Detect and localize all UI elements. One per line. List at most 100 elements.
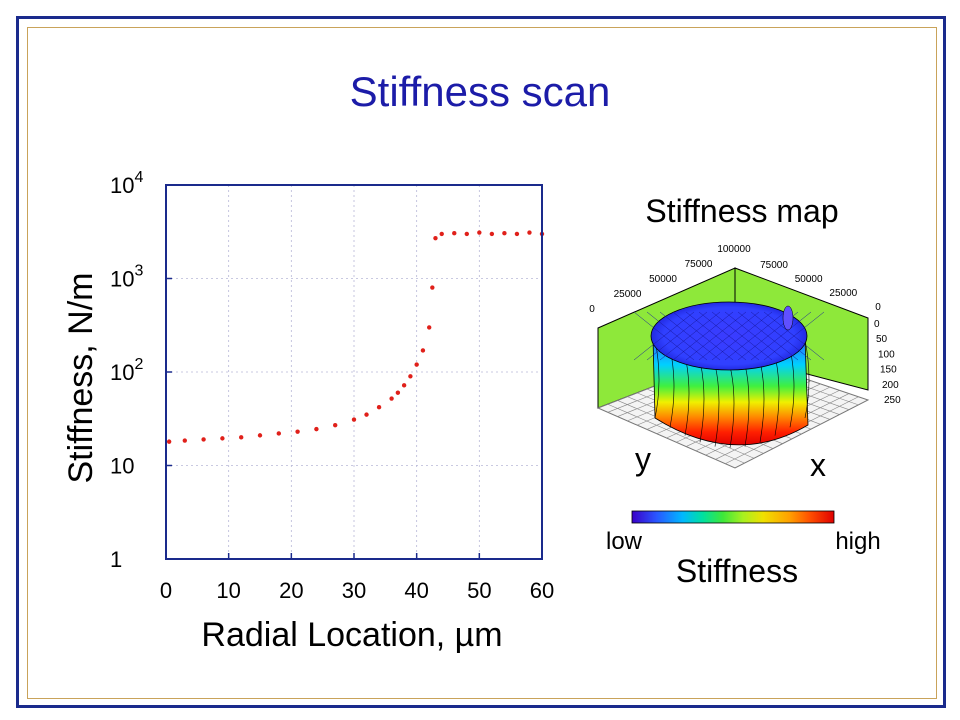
data-point xyxy=(257,433,263,438)
wall-line xyxy=(714,364,720,447)
map-top-tick-left: 25000 xyxy=(614,289,642,300)
map-top-tick-left: 50000 xyxy=(649,274,677,285)
colorbar xyxy=(631,510,835,524)
data-point xyxy=(477,230,482,235)
x-tick-label: 30 xyxy=(342,578,366,603)
data-point xyxy=(427,325,432,330)
map-top-tick-left: 75000 xyxy=(685,259,713,270)
y-tick-exponent: 2 xyxy=(134,356,143,373)
x-axis-title: Radial Location, µm xyxy=(201,616,502,654)
y-tick-base: 10 xyxy=(110,173,134,198)
map-right-tick: 250 xyxy=(884,395,901,406)
map-top-tick-right: 75000 xyxy=(760,260,788,271)
map-right-tick: 100 xyxy=(878,349,895,360)
y-tick-label: 102 xyxy=(110,356,143,385)
map-right-tick: 150 xyxy=(880,365,897,376)
data-point xyxy=(401,383,407,388)
top-mesh-line xyxy=(659,311,721,361)
y-tick-label: 1 xyxy=(110,547,122,572)
axis-tick-marks xyxy=(165,184,543,560)
y-tick-base: 10 xyxy=(110,360,134,385)
data-point xyxy=(351,417,357,422)
y-tick-base: 10 xyxy=(110,454,134,479)
data-point xyxy=(395,390,401,395)
y-tick-base: 10 xyxy=(110,267,134,292)
data-point xyxy=(527,230,532,235)
x-tick-label: 40 xyxy=(404,578,428,603)
x-tick-labels: 0 10 20 30 40 50 60 xyxy=(160,578,554,603)
data-point xyxy=(220,436,225,441)
slide-title: Stiffness scan xyxy=(349,68,611,115)
wall-line xyxy=(804,339,810,419)
wall-line xyxy=(744,364,750,447)
map-x-axis-label: x xyxy=(810,447,826,483)
data-point xyxy=(433,235,438,241)
data-point xyxy=(414,362,419,367)
top-mesh-line xyxy=(685,311,747,361)
data-point xyxy=(182,438,187,443)
data-point xyxy=(364,412,369,417)
x-tick-label: 0 xyxy=(160,578,172,603)
colorbar-title: Stiffness xyxy=(676,553,798,589)
peak-spike xyxy=(782,305,794,331)
y-axis-title: Stiffness, N/m xyxy=(62,273,100,484)
x-tick-label: 10 xyxy=(216,578,240,603)
top-mesh-line xyxy=(711,311,773,361)
y-tick-base: 1 xyxy=(110,547,122,572)
data-point xyxy=(408,374,413,379)
data-point xyxy=(439,231,444,237)
map-right-tick: 200 xyxy=(882,380,899,391)
map-right-tick: 50 xyxy=(876,334,888,345)
data-point xyxy=(201,437,206,442)
map-top-tick-right: 50000 xyxy=(795,274,823,285)
top-mesh-line xyxy=(724,311,786,361)
wall-line xyxy=(759,360,765,443)
map-y-axis-label: y xyxy=(635,441,651,477)
data-point xyxy=(502,231,507,236)
data-point xyxy=(430,285,435,290)
y-tick-label: 10 xyxy=(110,454,134,479)
colorbar-high-label: high xyxy=(835,528,880,555)
data-points xyxy=(166,230,545,444)
data-point xyxy=(314,426,319,432)
map-top-tick-left: 100000 xyxy=(717,244,751,255)
wall-line xyxy=(729,365,735,449)
top-mesh-line xyxy=(633,311,695,361)
map-top-ticks-left: 0 25000 50000 75000 100000 xyxy=(589,244,751,315)
top-mesh-lines xyxy=(633,311,825,361)
top-mesh-line xyxy=(698,311,760,361)
data-point xyxy=(276,431,281,436)
data-point xyxy=(239,435,244,440)
colorbar-low-label: low xyxy=(606,528,643,555)
x-tick-label: 60 xyxy=(530,578,554,603)
top-mesh-line xyxy=(646,311,708,361)
x-tick-label: 20 xyxy=(279,578,303,603)
data-point xyxy=(333,422,338,428)
data-point xyxy=(514,231,520,237)
map-right-tick: 0 xyxy=(874,319,880,330)
top-mesh-line xyxy=(672,311,734,361)
data-point xyxy=(489,231,495,237)
y-tick-label: 103 xyxy=(110,263,143,292)
y-tick-exponent: 3 xyxy=(134,263,143,280)
map-title: Stiffness map xyxy=(645,193,838,229)
map-top-tick-right: 0 xyxy=(875,302,881,313)
map-top-tick-right: 25000 xyxy=(829,288,857,299)
slide-inner-border xyxy=(27,27,937,699)
data-point xyxy=(464,231,469,237)
top-mesh-line xyxy=(763,311,825,361)
data-point xyxy=(166,439,172,444)
map-right-ticks: 0 50 100 150 200 250 xyxy=(874,319,901,406)
map-top-tick-left: 0 xyxy=(589,304,595,315)
map-top-ticks-right: 75000 50000 25000 0 xyxy=(760,260,881,313)
data-point xyxy=(389,396,394,401)
data-point xyxy=(376,405,382,410)
x-tick-label: 50 xyxy=(467,578,491,603)
data-point xyxy=(420,348,426,353)
y-tick-label: 104 xyxy=(110,169,143,198)
data-point xyxy=(452,231,457,236)
data-point xyxy=(295,429,300,434)
